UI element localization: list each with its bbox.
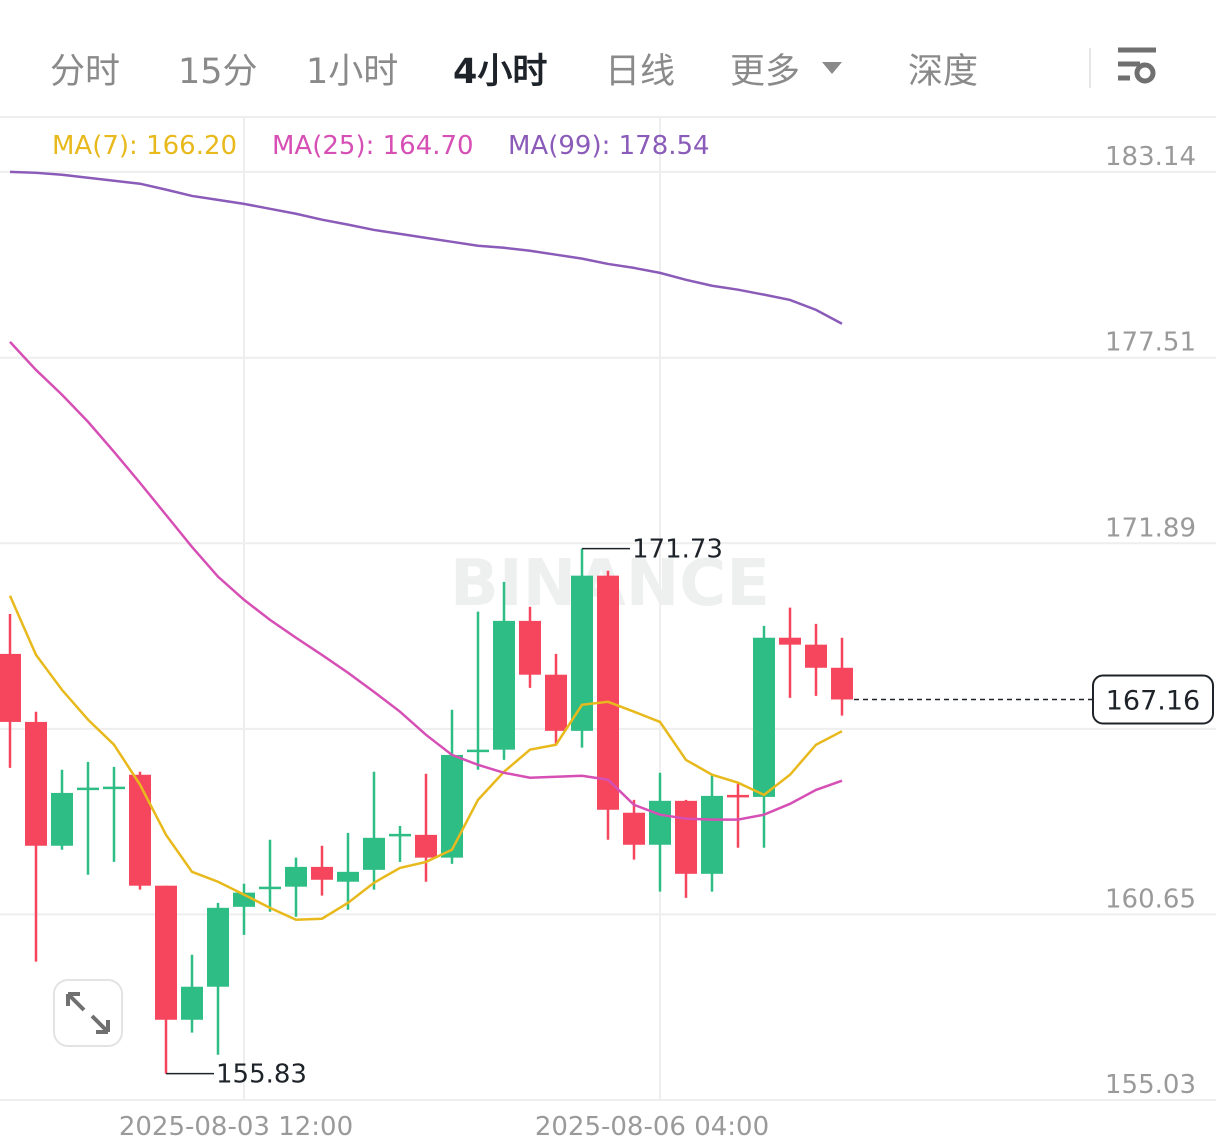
- candle-body: [415, 834, 437, 858]
- candle-body: [259, 886, 281, 890]
- candle-body: [77, 787, 99, 791]
- candle-body: [129, 774, 151, 886]
- candle-body: [597, 575, 619, 810]
- candle-body: [441, 754, 463, 858]
- x-tick-label: 2025-08-06 04:00: [535, 1112, 769, 1139]
- candle-body: [649, 800, 671, 845]
- high-label: 171.73: [632, 535, 723, 565]
- candle-body: [779, 637, 801, 645]
- y-tick-label: 177.51: [1105, 328, 1196, 358]
- candle-body: [103, 786, 125, 790]
- candle-body: [337, 871, 359, 882]
- y-tick-label: 155.03: [1105, 1070, 1196, 1100]
- candle-body: [623, 812, 645, 845]
- tab[interactable]: 日线: [605, 52, 675, 92]
- tab[interactable]: 分时: [50, 52, 120, 92]
- candle-body: [675, 800, 697, 874]
- price-box: [1092, 674, 1214, 725]
- legend-entry: MA(99): 178.54: [508, 131, 710, 161]
- expand-button[interactable]: [53, 979, 123, 1047]
- candle-body: [545, 674, 567, 731]
- candle-body: [519, 620, 541, 675]
- candle-body: [467, 749, 489, 753]
- tab[interactable]: 更多: [730, 52, 800, 92]
- candle-body: [727, 794, 749, 798]
- candle-body: [389, 833, 411, 837]
- candle-body: [753, 637, 775, 797]
- legend-entry: MA(25): 164.70: [272, 131, 474, 161]
- tab[interactable]: 4小时: [453, 52, 547, 92]
- y-tick-label: 171.89: [1105, 513, 1196, 543]
- candle-body: [51, 792, 73, 846]
- candle-body: [207, 907, 229, 987]
- y-tick-label: 160.65: [1105, 884, 1196, 914]
- candle-body: [311, 866, 333, 880]
- candle-body: [571, 575, 593, 731]
- tab[interactable]: 15分: [178, 52, 258, 92]
- tab-bar: 分时 15分 1小时 4小时 日线 更多 深度: [50, 52, 978, 92]
- x-tick-label: 2025-08-03 12:00: [119, 1112, 353, 1139]
- candle-body: [493, 620, 515, 750]
- candle-body: [285, 866, 307, 887]
- candle-body: [181, 986, 203, 1020]
- settings-icon[interactable]: [1118, 47, 1156, 84]
- dropdown-arrow[interactable]: [822, 62, 842, 74]
- ma-line: [8, 595, 843, 921]
- y-tick-label: 183.14: [1105, 142, 1196, 172]
- candle-body: [805, 644, 827, 668]
- candle-body: [363, 837, 385, 870]
- candle-body: [701, 795, 723, 874]
- candle-body: [25, 721, 47, 846]
- ma-line: [9, 341, 843, 821]
- ma-line: [9, 170, 843, 325]
- tab[interactable]: 1小时: [306, 52, 398, 92]
- legend-entry: MA(7): 166.20: [52, 131, 237, 161]
- candle-body: [155, 885, 177, 1020]
- current-price: 167.16: [1106, 685, 1200, 716]
- low-label: 155.83: [216, 1060, 307, 1090]
- candle-body: [831, 667, 853, 700]
- candle-body: [0, 653, 21, 722]
- tab[interactable]: 深度: [908, 52, 978, 92]
